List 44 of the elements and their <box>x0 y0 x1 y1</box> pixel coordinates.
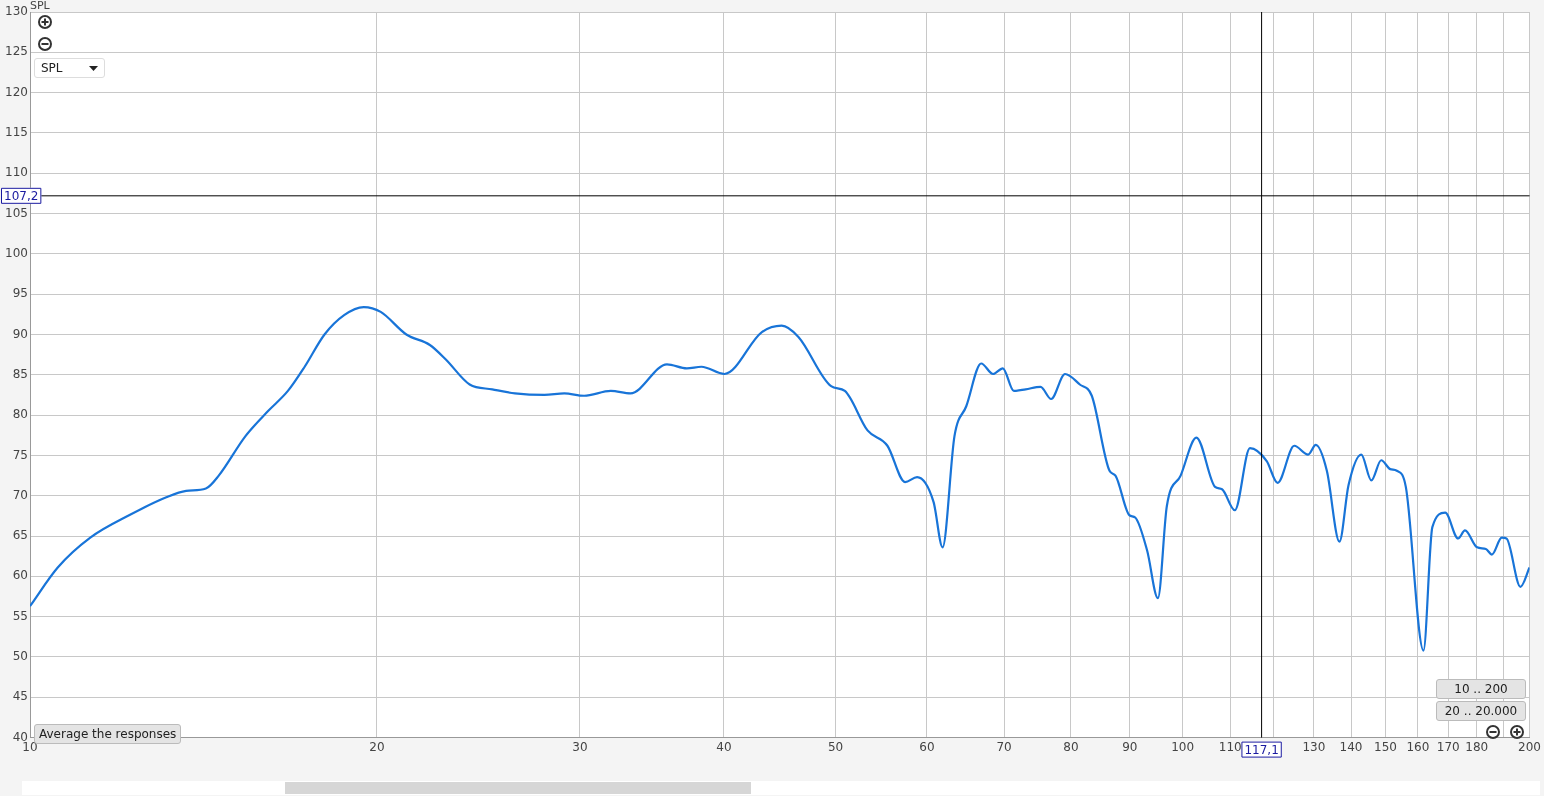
x-tick-label: 90 <box>1122 739 1138 754</box>
x-tick-label: 60 <box>919 739 935 754</box>
y-tick-label: 55 <box>12 608 28 623</box>
x-tick-label: 130 <box>1302 739 1326 754</box>
x-tick-label: 50 <box>827 739 844 754</box>
x-tick-label: 30 <box>572 739 588 754</box>
y-tick-label: 80 <box>12 407 28 422</box>
y-tick-label: 45 <box>12 689 28 704</box>
y-tick-label: 90 <box>12 326 28 341</box>
y-tick-label: 130 <box>5 4 28 19</box>
ref-line-label: 107,2 <box>4 188 39 203</box>
y-tick-label: 50 <box>12 649 28 664</box>
annotation: 10 .. 200 <box>1436 679 1526 699</box>
x-tick-label: 80 <box>1063 739 1079 754</box>
ref-line-label: 117,1 <box>1244 742 1279 757</box>
y-tick-label: 110 <box>5 165 28 180</box>
y-tick-label: 60 <box>12 568 28 583</box>
x-tick-label: 100 <box>1171 739 1195 754</box>
y-tick-label: 100 <box>5 245 28 260</box>
y-tick-label: 70 <box>12 487 28 502</box>
x-tick-label: 10 <box>22 739 38 754</box>
dropdown: SPL <box>34 58 105 78</box>
x-tick-label: 150 <box>1374 739 1397 754</box>
y-tick-label: 75 <box>12 447 28 462</box>
x-tick-label: 180 <box>1465 739 1489 754</box>
x-tick-label: 70 <box>996 739 1012 754</box>
annotation: 20 .. 20.000 <box>1436 701 1526 721</box>
y-tick-label: 115 <box>5 125 28 140</box>
y-axis-title: SPL <box>30 0 50 12</box>
x-tick-label: 110 <box>1218 739 1242 754</box>
x-tick-label: 160 <box>1406 739 1430 754</box>
y-tick-label: 95 <box>12 286 28 301</box>
y-tick-label: 85 <box>12 366 28 381</box>
y-tick-label: 65 <box>12 528 28 543</box>
x-tick-label: 20 <box>369 739 385 754</box>
y-tick-label: 120 <box>5 84 28 99</box>
y-tick-label: 125 <box>5 44 28 59</box>
x-tick-label: 40 <box>716 739 732 754</box>
x-tick-label: 170 <box>1436 739 1460 754</box>
x-tick-label: 200 <box>1518 739 1541 754</box>
x-tick-label: 140 <box>1339 739 1363 754</box>
annotation: Average the responses <box>39 727 177 741</box>
y-tick-label: 105 <box>5 205 28 220</box>
annotation: SPL <box>41 61 63 75</box>
